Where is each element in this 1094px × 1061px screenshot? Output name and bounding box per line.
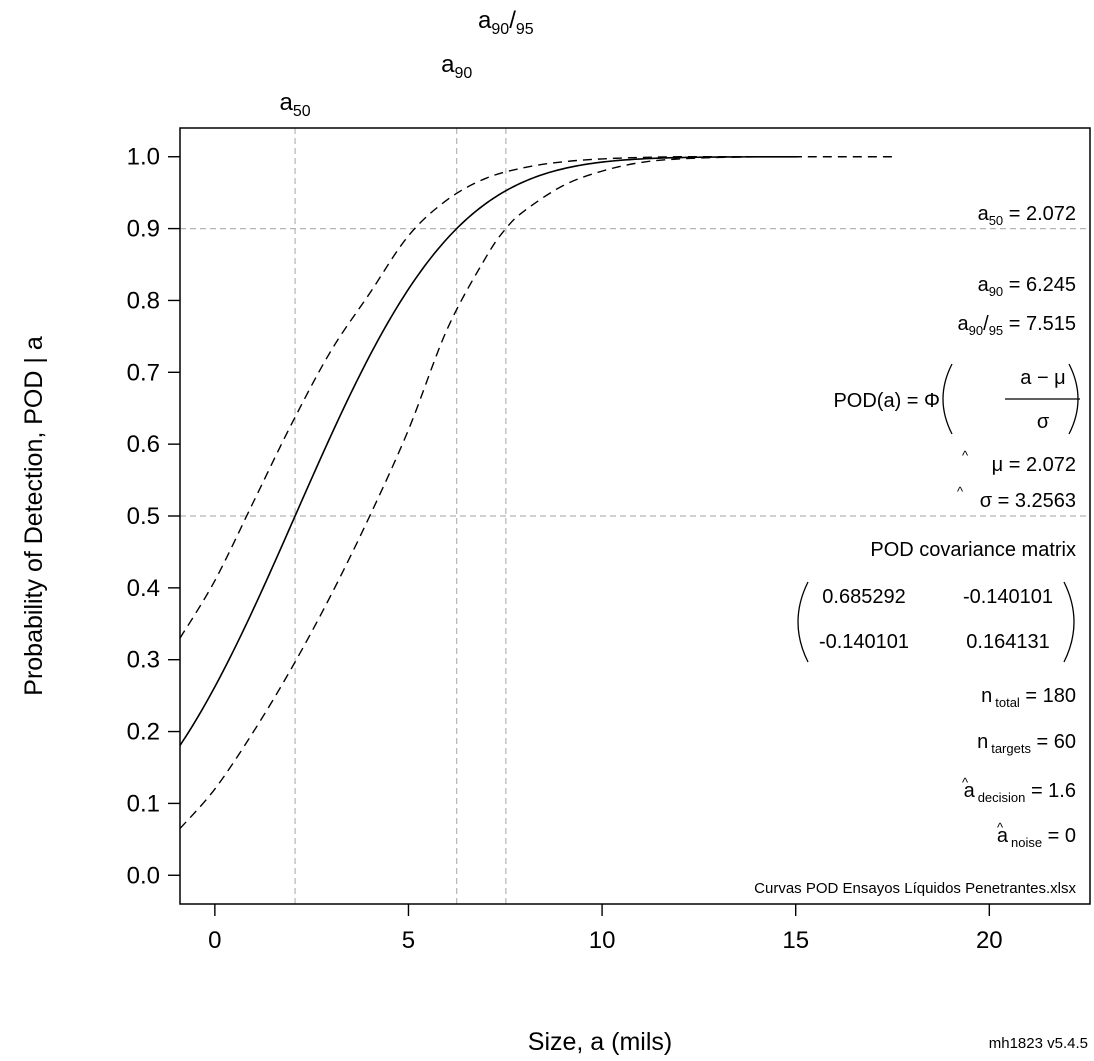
- vref-label-2: a90/95: [478, 7, 534, 38]
- y-tick-label-6: 0.6: [127, 431, 160, 458]
- ann-a50: a50 = 2.072: [978, 203, 1076, 228]
- formula-paren-right: [1068, 363, 1079, 435]
- cov-11: 0.685292: [822, 586, 905, 608]
- pod-formula: POD(a) = Φ a − μ σ: [833, 363, 1080, 435]
- axis-ticks: 0 5 10 15 20 0.0 0.1 0.2 0.3 0.4 0.5 0.6 0.7 0.8 0.9 1.…: [127, 144, 1003, 954]
- reference-lines: [180, 128, 1090, 904]
- ann-a90: a90 = 6.245: [978, 274, 1076, 299]
- cov-22: 0.164131: [966, 631, 1049, 653]
- y-tick-label-10: 1.0: [127, 144, 160, 171]
- ann-mu-hat: ^ μ = 2.072: [962, 448, 1076, 476]
- svg-text:^: ^: [957, 484, 964, 499]
- vref-label-0: a50: [280, 89, 311, 120]
- svg-text:^: ^: [962, 448, 969, 463]
- ann-n-targets: n targets = 60: [977, 731, 1076, 756]
- y-tick-label-0: 0.0: [127, 862, 160, 889]
- ann-n-total: n total = 180: [981, 685, 1076, 710]
- ann-a-noise: ^ a noise = 0: [997, 820, 1076, 850]
- y-axis-title: Probability of Detection, POD | a: [20, 336, 48, 696]
- pod-formula-numerator: a − μ: [1020, 367, 1065, 389]
- data-filename: Curvas POD Ensayos Líquidos Penetrantes.…: [754, 880, 1076, 897]
- y-tick-label-4: 0.4: [127, 575, 160, 602]
- x-tick-label-4: 20: [976, 927, 1003, 954]
- svg-text:μ = 2.072: μ = 2.072: [992, 454, 1076, 476]
- y-tick-label-2: 0.2: [127, 719, 160, 746]
- cov-12: -0.140101: [963, 586, 1053, 608]
- pod-curve: [179, 155, 800, 746]
- svg-text:^: ^: [997, 820, 1004, 835]
- svg-text:σ = 3.2563: σ = 3.2563: [980, 490, 1076, 512]
- svg-text:^: ^: [962, 775, 969, 790]
- y-tick-label-5: 0.5: [127, 503, 160, 530]
- software-version: mh1823 v5.4.5: [989, 1035, 1088, 1052]
- pod-formula-lhs: POD(a) = Φ: [833, 390, 940, 412]
- vref-label-1: a90: [441, 51, 472, 82]
- covariance-title: POD covariance matrix: [870, 539, 1076, 561]
- ann-a90-95: a90/95 = 7.515: [958, 313, 1076, 338]
- ann-a-decision: ^ a decision = 1.6: [962, 775, 1076, 805]
- pod-formula-denominator: σ: [1037, 411, 1050, 433]
- x-tick-label-3: 15: [782, 927, 809, 954]
- matrix-paren-left: [797, 581, 809, 663]
- x-tick-label-2: 10: [589, 927, 616, 954]
- y-tick-label-3: 0.3: [127, 647, 160, 674]
- x-tick-label-1: 5: [402, 927, 415, 954]
- x-axis-title: Size, a (mils): [528, 1028, 672, 1056]
- y-tick-label-8: 0.8: [127, 287, 160, 314]
- annotations: a50 = 2.072 a90 = 6.245 a90/95 = 7.515 P…: [754, 203, 1080, 897]
- lower-confidence-bound: [179, 156, 757, 830]
- y-tick-label-1: 0.1: [127, 790, 160, 817]
- covariance-matrix: 0.685292 -0.140101 -0.140101 0.164131: [797, 581, 1075, 663]
- y-tick-label-7: 0.7: [127, 359, 160, 386]
- matrix-paren-right: [1063, 581, 1075, 663]
- y-tick-label-9: 0.9: [127, 216, 160, 243]
- upper-confidence-bound: [179, 155, 897, 639]
- x-tick-label-0: 0: [208, 927, 221, 954]
- cov-21: -0.140101: [819, 631, 909, 653]
- curves: [179, 155, 897, 830]
- formula-paren-left: [942, 363, 953, 435]
- ann-sigma-hat: ^ σ = 3.2563: [957, 484, 1076, 512]
